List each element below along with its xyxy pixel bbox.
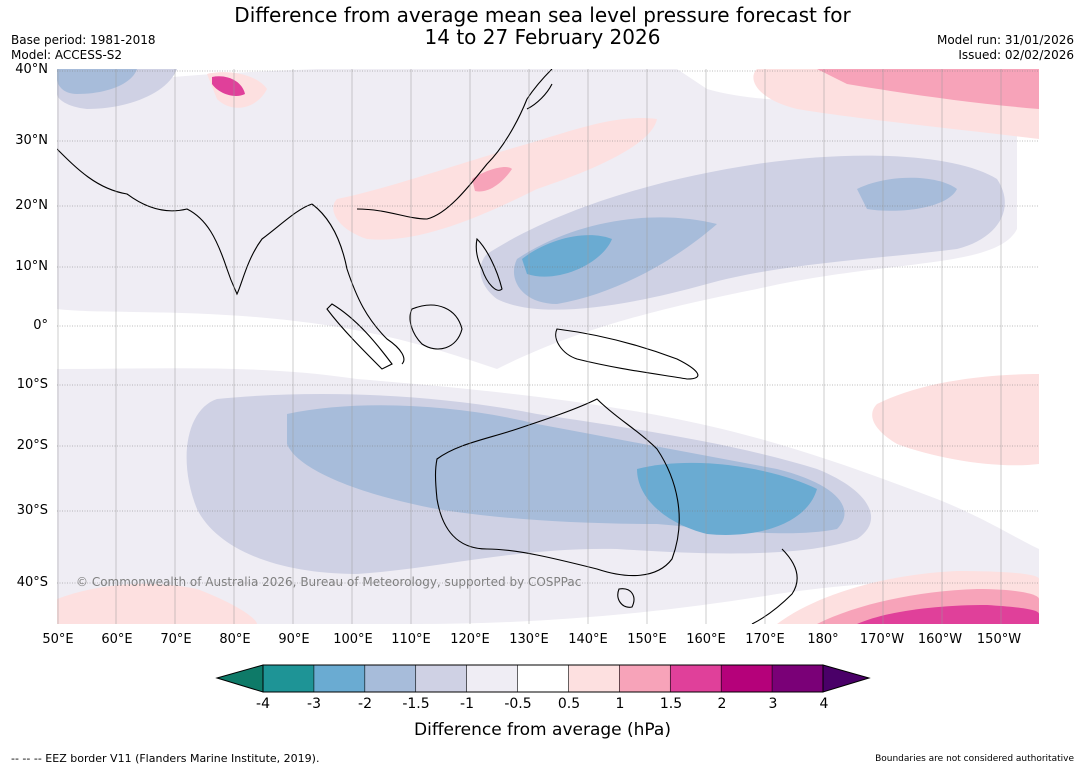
meta-right: Model run: 31/01/2026 Issued: 02/02/2026 <box>937 33 1074 63</box>
coast-tasmania <box>617 588 635 608</box>
colorbar-segment <box>217 665 263 692</box>
anomaly-region-pos1-ne <box>817 69 1039 109</box>
colorbar-segment <box>568 665 620 692</box>
coast-southeast-asia <box>311 203 405 365</box>
colorbar-tick: -0.5 <box>504 696 532 712</box>
colorbar <box>215 664 871 693</box>
lat-label-20s: 20°S <box>16 438 48 453</box>
lon-label-150e: 150°E <box>627 632 667 647</box>
colorbar-tick: 1 <box>615 696 625 712</box>
lon-label-110e: 110°E <box>391 632 431 647</box>
lat-label-40n: 40°N <box>15 62 48 77</box>
coast-new-guinea <box>555 328 699 380</box>
lat-label-10n: 10°N <box>15 259 48 274</box>
colorbar-tick: -1 <box>460 696 474 712</box>
anomaly-region-pos05-east <box>872 374 1039 466</box>
anomaly-region-pos15-se <box>857 605 1039 624</box>
boundary-disclaimer: Boundaries are not considered authoritat… <box>875 754 1074 764</box>
colorbar-segment <box>364 665 416 692</box>
meta-left: Base period: 1981-2018 Model: ACCESS-S2 <box>11 33 156 63</box>
lon-label-170e: 170°E <box>745 632 785 647</box>
colorbar-segment <box>772 665 823 692</box>
lon-label-140e: 140°E <box>568 632 608 647</box>
coastlines <box>57 69 798 624</box>
lon-label-70e: 70°E <box>160 632 192 647</box>
colorbar-segments <box>217 665 869 692</box>
map-canvas <box>57 69 1039 624</box>
colorbar-tick: 0.5 <box>557 696 581 712</box>
title-line-2: 14 to 27 February 2026 <box>424 25 661 49</box>
lat-label-10s: 10°S <box>16 377 48 392</box>
anomaly-region-neg15-nw <box>57 69 137 94</box>
colorbar-tick: 2 <box>717 696 727 712</box>
lon-label-150w: 150°W <box>976 632 1022 647</box>
colorbar-segment <box>466 665 518 692</box>
colorbar-segment <box>263 665 314 692</box>
colorbar-segment <box>517 665 569 692</box>
coast-australia <box>434 398 680 577</box>
title-line-1: Difference from average mean sea level p… <box>234 3 851 27</box>
colorbar-segment <box>313 665 365 692</box>
lon-label-90e: 90°E <box>278 632 310 647</box>
coast-philippines <box>475 237 503 291</box>
model-name: Model: ACCESS-S2 <box>11 48 123 62</box>
issued-date: Issued: 02/02/2026 <box>958 48 1074 62</box>
pressure-anomaly-map <box>57 69 1039 624</box>
coast-arabia-india <box>57 148 313 296</box>
copyright-notice: © Commonwealth of Australia 2026, Bureau… <box>76 575 582 589</box>
lon-label-180: 180° <box>807 632 839 647</box>
colorbar-separators <box>313 665 773 692</box>
chart-title: Difference from average mean sea level p… <box>0 4 1085 48</box>
colorbar-label: Difference from average (hPa) <box>414 720 671 740</box>
coast-borneo <box>409 304 463 350</box>
coast-japan <box>526 83 553 110</box>
anomaly-region-pos15-tibet <box>212 76 245 96</box>
colorbar-segment <box>670 665 722 692</box>
anomaly-region-pos1-taiwan <box>472 167 512 192</box>
lon-label-130e: 130°E <box>509 632 549 647</box>
colorbar-tick: -4 <box>256 696 270 712</box>
coast-new-zealand <box>751 548 798 624</box>
lat-label-20n: 20°N <box>15 198 48 213</box>
anomaly-region-neg2-south <box>637 462 817 535</box>
lon-label-160w: 160°W <box>917 632 963 647</box>
colorbar-tick: 4 <box>819 696 829 712</box>
anomaly-region-neg15-ne <box>857 177 957 211</box>
coast-sumatra <box>326 303 393 370</box>
anomaly-region-pos05-sw <box>57 583 257 624</box>
lat-label-30n: 30°N <box>15 133 48 148</box>
model-run: Model run: 31/01/2026 <box>936 33 1074 47</box>
lat-label-40s: 40°S <box>16 575 48 590</box>
lon-label-120e: 120°E <box>450 632 490 647</box>
eez-border-legend: -- -- -- EEZ border V11 (Flanders Marine… <box>11 752 320 765</box>
lon-label-170w: 170°W <box>859 632 905 647</box>
colorbar-tick: -3 <box>307 696 321 712</box>
lon-label-100e: 100°E <box>333 632 373 647</box>
lon-label-50e: 50°E <box>42 632 74 647</box>
base-period: Base period: 1981-2018 <box>11 33 156 47</box>
colorbar-tick: 1.5 <box>659 696 683 712</box>
colorbar-segment <box>823 665 869 692</box>
colorbar-tick: -1.5 <box>402 696 430 712</box>
meridians <box>57 69 1002 624</box>
coast-china <box>356 69 553 220</box>
lat-label-30s: 30°S <box>16 503 48 518</box>
colorbar-segment <box>619 665 671 692</box>
lon-label-160e: 160°E <box>686 632 726 647</box>
colorbar-outline <box>215 664 871 693</box>
colorbar-tick: 3 <box>768 696 778 712</box>
lon-label-60e: 60°E <box>101 632 133 647</box>
colorbar-tick: -2 <box>358 696 372 712</box>
anomaly-region-neg2-north <box>522 235 612 277</box>
graticule <box>57 70 1039 584</box>
colorbar-segment <box>721 665 773 692</box>
colorbar-segment <box>415 665 467 692</box>
lon-label-80e: 80°E <box>219 632 251 647</box>
anomaly-region-neg05-north <box>57 69 1017 369</box>
lat-label-0: 0° <box>33 318 48 333</box>
